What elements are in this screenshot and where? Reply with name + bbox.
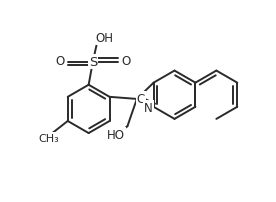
Text: C: C	[137, 93, 145, 106]
Text: O: O	[121, 55, 131, 68]
Text: S: S	[89, 56, 97, 69]
Text: HO: HO	[107, 128, 125, 141]
Text: N: N	[144, 102, 153, 115]
Text: O: O	[55, 55, 64, 68]
Text: OH: OH	[95, 32, 113, 45]
Text: CH₃: CH₃	[38, 133, 59, 143]
